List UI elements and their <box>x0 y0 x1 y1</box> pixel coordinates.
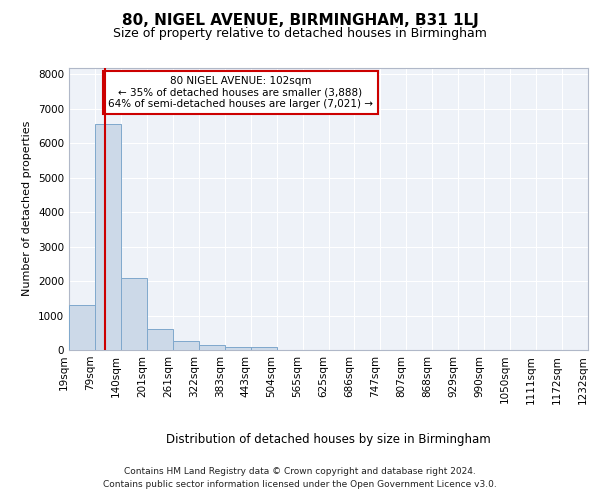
Text: Contains HM Land Registry data © Crown copyright and database right 2024.: Contains HM Land Registry data © Crown c… <box>124 468 476 476</box>
Bar <box>173 341 199 350</box>
Bar <box>95 124 121 350</box>
Bar <box>199 345 224 350</box>
Text: Size of property relative to detached houses in Birmingham: Size of property relative to detached ho… <box>113 28 487 40</box>
Bar <box>69 305 95 350</box>
Text: 80, NIGEL AVENUE, BIRMINGHAM, B31 1LJ: 80, NIGEL AVENUE, BIRMINGHAM, B31 1LJ <box>122 12 478 28</box>
Text: Distribution of detached houses by size in Birmingham: Distribution of detached houses by size … <box>166 432 491 446</box>
Text: 80 NIGEL AVENUE: 102sqm
← 35% of detached houses are smaller (3,888)
64% of semi: 80 NIGEL AVENUE: 102sqm ← 35% of detache… <box>108 76 373 109</box>
Bar <box>251 348 277 350</box>
Y-axis label: Number of detached properties: Number of detached properties <box>22 121 32 296</box>
Bar <box>121 278 147 350</box>
Bar <box>147 328 173 350</box>
Bar <box>225 346 251 350</box>
Text: Contains public sector information licensed under the Open Government Licence v3: Contains public sector information licen… <box>103 480 497 489</box>
